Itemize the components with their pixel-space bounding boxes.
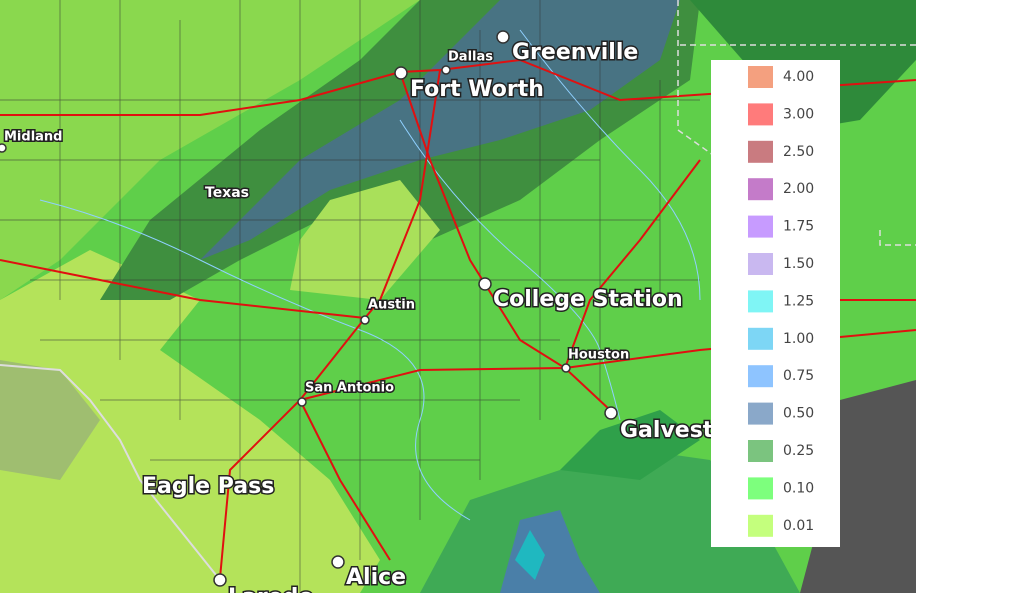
legend-label: 0.10	[783, 480, 814, 496]
legend-swatch	[748, 103, 773, 126]
legend-label: 3.00	[783, 106, 814, 122]
city-dot	[213, 573, 227, 587]
terrain	[0, 360, 100, 480]
city-dot	[360, 315, 370, 325]
state-border	[677, 0, 916, 246]
city-dot	[0, 143, 7, 153]
place-label: Greenville	[512, 40, 638, 65]
legend-swatch	[748, 253, 773, 275]
county-lines	[0, 0, 700, 593]
city-dot	[478, 277, 492, 291]
legend-label: 0.25	[783, 443, 814, 459]
legend-swatch	[748, 215, 773, 238]
legend-label: 2.00	[783, 181, 814, 197]
place-labels: Dallas Greenville Fort Worth Midland Texas Au…	[0, 30, 746, 593]
city-dot	[496, 30, 510, 44]
place-label: College Station	[493, 287, 683, 312]
country-border	[0, 364, 221, 581]
legend-label: 0.50	[783, 406, 814, 422]
place-label: Midland	[4, 130, 63, 145]
precip-band	[0, 0, 420, 300]
legend-swatch	[748, 66, 773, 88]
legend-label: 1.25	[783, 293, 814, 309]
place-label: Houston	[568, 348, 629, 363]
legend-box	[711, 60, 840, 547]
legend-label: 0.01	[783, 518, 814, 534]
legend-swatch	[748, 402, 773, 425]
city-dot	[331, 555, 345, 569]
legend: 4.00 3.00 2.50 2.00 1.75 1.50 1.25 1.00 0.75 0.50…	[711, 60, 840, 547]
roads	[0, 58, 916, 579]
precip-band	[500, 510, 600, 593]
precip-band	[515, 530, 545, 580]
legend-swatch	[748, 440, 773, 462]
precip-band	[290, 180, 440, 300]
legend-swatch	[748, 477, 773, 500]
city-dot	[394, 66, 408, 80]
legend-label: 2.50	[783, 144, 814, 160]
place-label: Fort Worth	[410, 77, 544, 102]
place-label: San Antonio	[305, 381, 394, 396]
legend-label: 0.75	[783, 368, 814, 384]
legend-items: 4.00 3.00 2.50 2.00 1.75 1.50 1.25 1.00 0.75 0.50…	[748, 66, 814, 537]
legend-swatch	[748, 178, 773, 201]
legend-label: 1.75	[783, 219, 814, 235]
coast	[560, 410, 700, 480]
legend-swatch	[748, 365, 773, 388]
legend-label: 1.00	[783, 331, 814, 347]
city-dot	[604, 406, 618, 420]
place-label: Austin	[368, 298, 415, 313]
legend-label: 4.00	[783, 69, 814, 85]
place-label: Alice	[346, 565, 406, 590]
place-label: Eagle Pass	[142, 474, 274, 499]
place-label: Laredo	[228, 585, 314, 593]
place-label: Texas	[205, 185, 249, 201]
city-dot	[297, 397, 307, 407]
place-label: Dallas	[448, 50, 493, 65]
rivers	[39, 29, 701, 521]
legend-swatch	[748, 514, 773, 537]
legend-swatch	[748, 140, 773, 163]
legend-swatch	[748, 327, 773, 350]
precip-band	[0, 250, 380, 593]
city-dot	[441, 65, 451, 75]
city-dot	[561, 363, 571, 373]
legend-label: 1.50	[783, 256, 814, 272]
precip-band	[200, 0, 680, 260]
legend-swatch	[748, 290, 773, 313]
